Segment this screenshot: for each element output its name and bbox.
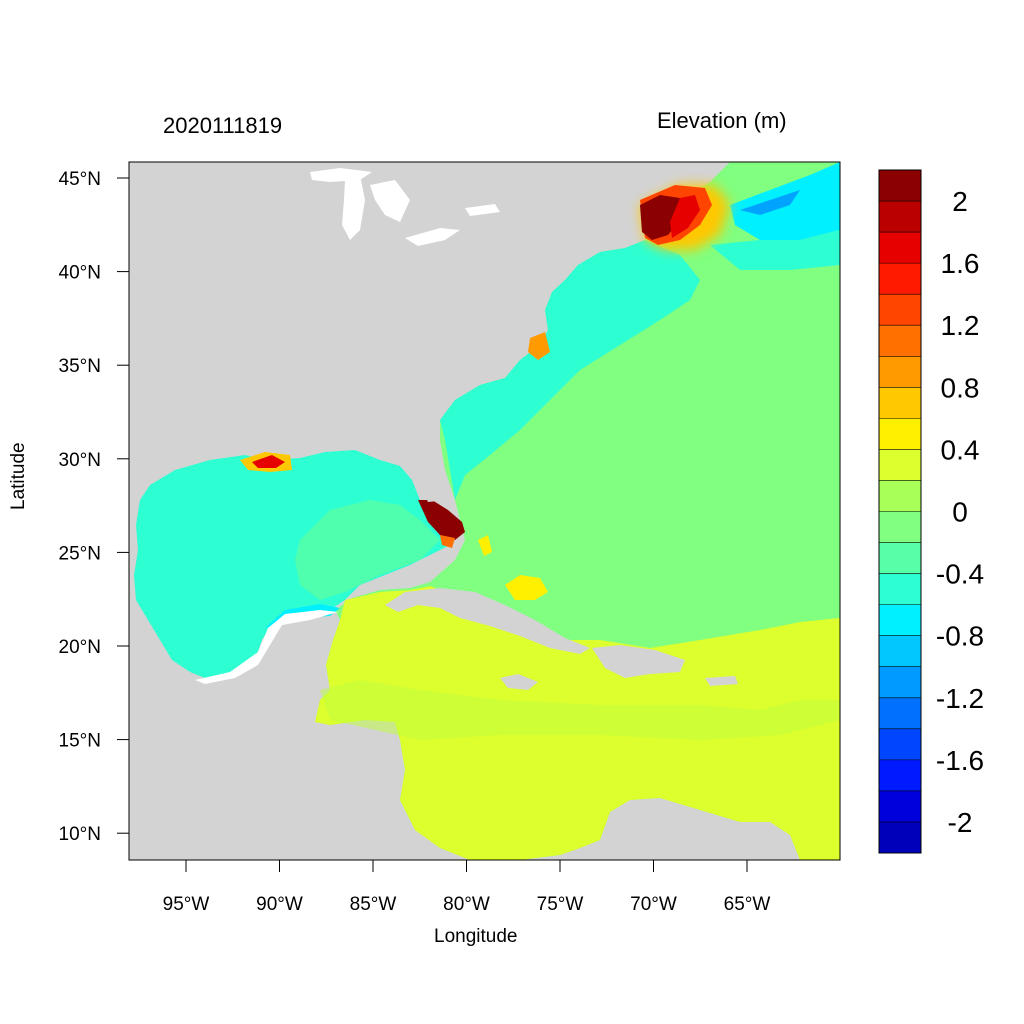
colorbar-swatch (879, 635, 921, 668)
lat-tick-label: 15°N (59, 731, 101, 752)
surge-zone-carolinas (528, 332, 550, 360)
colorbar-swatch (879, 263, 921, 295)
puerto-rico-landmass (705, 676, 738, 686)
colorbar-label: -0.8 (936, 621, 984, 652)
lat-tick-label: 45°N (59, 169, 101, 190)
datetime-label: 2020111819 (163, 113, 283, 138)
gulf-shelf-zone (295, 500, 440, 600)
colorbar-label: 1.2 (941, 310, 980, 341)
bahamas-bank-positive (505, 575, 548, 600)
surge-zone-new-england-max (640, 195, 680, 240)
colorbar-label: 2 (952, 186, 968, 217)
caribbean-mid-zone (320, 680, 840, 740)
colorbar-label: -1.6 (936, 745, 984, 776)
map-content (129, 162, 840, 860)
great-lakes-huron (370, 180, 410, 222)
lat-tick-label: 30°N (59, 450, 101, 471)
x-axis-label: Longitude (434, 926, 518, 947)
colorbar-label: -2 (948, 807, 973, 838)
lon-tick-label: 95°W (163, 894, 210, 915)
bahamas-bank-west (478, 535, 492, 556)
colorbar-swatch (879, 697, 921, 730)
colorbar-swatch (879, 728, 921, 761)
lat-tick-label: 25°N (59, 543, 101, 564)
colorbar-swatch (879, 573, 921, 606)
colorbar-swatch (879, 604, 921, 637)
colorbar-swatch (879, 170, 921, 202)
colorbar-swatch (879, 325, 921, 357)
colorbar-label: -0.4 (936, 559, 984, 590)
colorbar-swatch (879, 821, 921, 854)
cuba-landmass (385, 588, 590, 654)
lon-tick-label: 70°W (630, 894, 677, 915)
longitude-ticks: 95°W 90°W 85°W 80°W 75°W 70°W 65°W (163, 860, 771, 915)
lat-tick-label: 40°N (59, 263, 101, 284)
surge-zone-south-florida (418, 500, 465, 540)
colorbar (878, 169, 922, 854)
colorbar-frame (878, 169, 922, 854)
surge-zone-louisiana-red (252, 455, 285, 468)
colorbar-swatch (879, 759, 921, 792)
lat-tick-label: 35°N (59, 356, 101, 377)
florida-keys-surge (440, 535, 455, 548)
colorbar-label: -1.2 (936, 683, 984, 714)
latitude-ticks: 45°N 40°N 35°N 30°N 25°N 20°N 15°N 10°N (59, 169, 129, 845)
colorbar-swatch (879, 480, 921, 512)
colorbar-labels: 2 1.6 1.2 0.8 0.4 0 -0.4 -0.8 -1.2 -1.6 -2 (936, 186, 984, 838)
plot-frame (128, 161, 841, 861)
lon-tick-label: 80°W (443, 894, 490, 915)
great-lakes-michigan (342, 175, 365, 240)
colorbar-swatch (879, 356, 921, 388)
scotian-shelf-negative (740, 190, 800, 215)
colorbar-swatch (879, 511, 921, 544)
atlantic-coastal-band (440, 240, 700, 500)
lat-tick-label: 20°N (59, 637, 101, 658)
colorbar-label: 0.4 (941, 434, 980, 465)
lat-tick-label: 10°N (59, 824, 101, 845)
colorbar-label: 1.6 (941, 248, 980, 279)
yucatan-coastline (195, 610, 338, 684)
jamaica-landmass (500, 674, 538, 690)
colorbar-swatch (879, 418, 921, 450)
colorbar-label: 0.8 (941, 372, 980, 403)
surge-zone-new-england-inner (670, 195, 700, 238)
ne-shelf-band (710, 230, 840, 270)
hispaniola-landmass (592, 645, 685, 678)
colorbar-swatch (879, 449, 921, 481)
lon-tick-label: 90°W (256, 894, 303, 915)
lon-tick-label: 65°W (724, 894, 771, 915)
colorbar-swatch (879, 387, 921, 419)
lon-tick-label: 75°W (537, 894, 584, 915)
colorbar-label: 0 (952, 497, 968, 528)
colorbar-swatch (879, 294, 921, 326)
great-lakes-superior (310, 168, 372, 182)
colorbar-swatch (879, 201, 921, 233)
colorbar-swatch (879, 790, 921, 823)
lon-tick-label: 85°W (350, 894, 397, 915)
colorbar-swatch (879, 666, 921, 699)
colorbar-swatch (879, 232, 921, 264)
colorbar-swatch (879, 542, 921, 575)
variable-label: Elevation (m) (657, 108, 787, 133)
great-lakes-ontario (465, 204, 500, 216)
florida-interior-land (415, 462, 448, 502)
great-lakes-erie (405, 228, 460, 246)
